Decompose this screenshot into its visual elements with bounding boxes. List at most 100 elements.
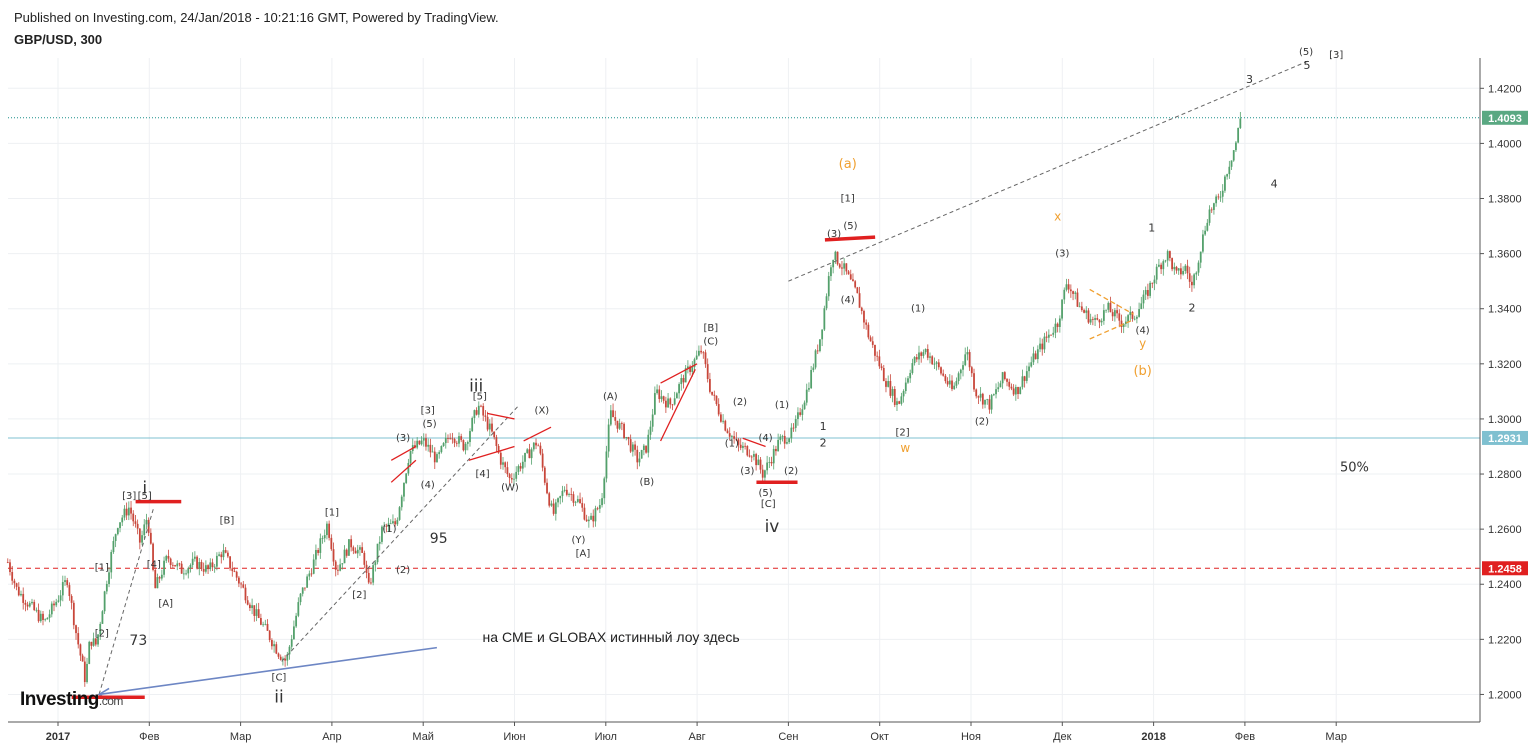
candle-body	[286, 654, 289, 661]
candle-body	[222, 550, 225, 558]
candle-body	[521, 461, 524, 469]
candle-body	[997, 387, 1000, 390]
candle-body	[1219, 196, 1222, 198]
candle-body	[537, 445, 540, 447]
wave-label: [2]	[352, 590, 366, 601]
candle-body	[1116, 310, 1118, 314]
candle-body	[968, 352, 971, 368]
candle-body	[185, 573, 187, 575]
wave-label: [B]	[703, 323, 718, 334]
x-tick-label: Фев	[1235, 731, 1255, 743]
candle-body	[1034, 353, 1037, 360]
candle-body	[1045, 336, 1048, 338]
price-level-label: 1.2458	[1488, 563, 1522, 575]
wave-label: (2)	[784, 466, 798, 477]
candle-body	[1105, 309, 1107, 311]
trend-line	[788, 60, 1310, 282]
candle-body	[625, 437, 628, 439]
candle-body	[215, 555, 218, 567]
candle-body	[667, 398, 669, 408]
candle-body	[455, 442, 458, 444]
candle-body	[169, 558, 172, 565]
wave-label: (1)	[725, 438, 739, 449]
candle-body	[902, 391, 905, 397]
candle-body	[72, 602, 75, 626]
wave-label: 4	[1271, 177, 1278, 190]
y-tick-label: 1.3200	[1488, 359, 1522, 371]
candle-body	[427, 444, 430, 447]
wave-label: (4)	[841, 295, 855, 306]
candle-body	[341, 563, 344, 565]
candle-body	[706, 364, 709, 380]
candle-body	[48, 614, 51, 618]
candle-body	[821, 329, 824, 340]
candle-body	[878, 356, 881, 367]
candle-body	[337, 569, 339, 571]
candle-body	[682, 378, 685, 383]
candle-body	[101, 611, 104, 624]
candle-body	[1008, 381, 1011, 387]
candle-body	[193, 556, 196, 559]
candle-body	[189, 565, 192, 569]
candle-body	[134, 521, 137, 524]
candle-body	[636, 449, 639, 463]
candle-body	[629, 439, 632, 452]
candle-body	[1215, 196, 1218, 204]
candle-body	[975, 389, 978, 397]
candle-body	[733, 436, 736, 439]
candle-body	[669, 398, 672, 405]
candle-body	[66, 580, 69, 586]
candle-body	[1144, 289, 1147, 295]
wave-label: [2]	[95, 629, 109, 640]
y-tick-label: 1.2800	[1488, 469, 1522, 481]
candle-body	[484, 415, 487, 417]
candle-body	[431, 451, 434, 453]
candle-body	[889, 381, 892, 396]
candle-body	[59, 595, 62, 601]
candle-body	[539, 445, 542, 454]
x-tick-label: Дек	[1053, 731, 1072, 743]
candle-body	[524, 452, 526, 462]
candle-body	[955, 381, 958, 386]
candle-body	[255, 609, 258, 616]
candle-body	[799, 412, 802, 415]
channel-line	[390, 445, 417, 461]
candle-body	[1063, 289, 1066, 300]
triangle-line	[1089, 319, 1134, 340]
candle-body	[609, 410, 612, 425]
candle-body	[449, 438, 452, 440]
wave-label: (3)	[827, 229, 841, 240]
candle-body	[1100, 320, 1103, 323]
candle-body	[1052, 332, 1055, 335]
candle-body	[1149, 282, 1151, 296]
candle-body	[94, 638, 97, 645]
candle-body	[722, 420, 725, 422]
candle-body	[53, 603, 55, 606]
candle-body	[656, 389, 658, 394]
candle-body	[907, 378, 909, 383]
wave-label: [1]	[95, 562, 109, 573]
candle-body	[1162, 261, 1165, 270]
candle-body	[1166, 251, 1169, 261]
candle-body	[493, 431, 496, 438]
candle-body	[1135, 316, 1138, 319]
candle-body	[882, 368, 885, 382]
candle-body	[416, 440, 419, 448]
candle-body	[1010, 386, 1013, 389]
candle-body	[1021, 376, 1024, 388]
candle-body	[218, 554, 220, 556]
candle-body	[273, 644, 276, 647]
candle-body	[660, 396, 663, 400]
candle-body	[832, 259, 835, 268]
channel-line	[523, 426, 552, 442]
candle-body	[163, 560, 165, 575]
candle-body	[517, 466, 520, 472]
candle-body	[788, 438, 791, 443]
candle-body	[860, 307, 863, 311]
candle-body	[768, 462, 771, 463]
candle-body	[841, 267, 843, 269]
candle-body	[396, 519, 399, 525]
candle-body	[68, 585, 71, 597]
candle-body	[330, 537, 333, 550]
